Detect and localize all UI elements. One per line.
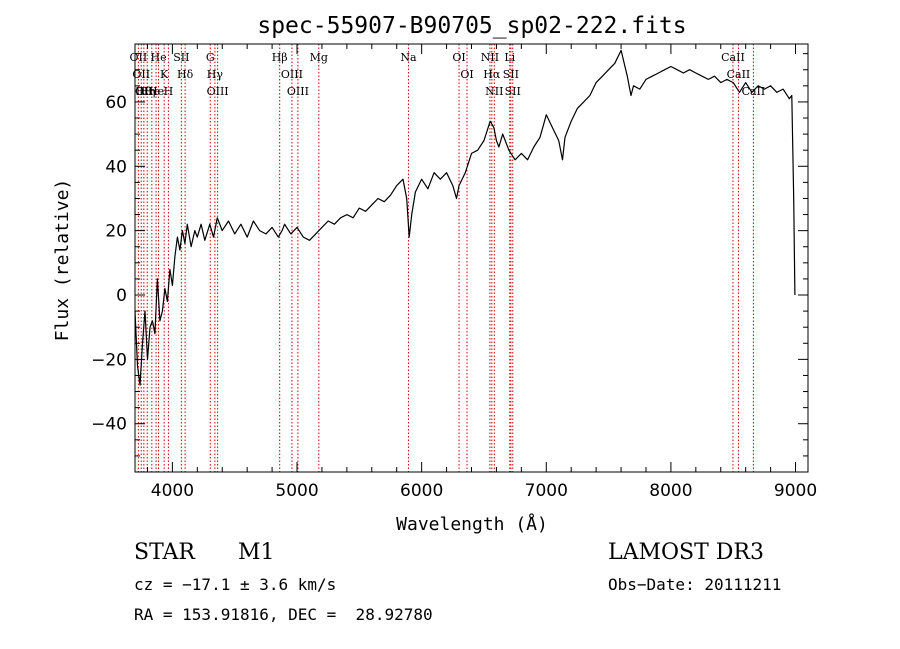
y-tick-label: 60	[105, 93, 127, 113]
line-label: Hα	[483, 68, 501, 81]
redshift-cz: cz = −17.1 ± 3.6 km/s	[134, 575, 337, 594]
spectrum-line	[134, 49, 796, 386]
line-label: OIII	[207, 85, 229, 98]
line-label: Hδ	[177, 68, 194, 81]
line-label: K	[160, 68, 169, 81]
x-tick-label: 8000	[649, 481, 692, 501]
line-label: Li	[504, 51, 515, 64]
observation-date: Obs−Date: 20111211	[608, 575, 782, 594]
line-label: OII	[132, 68, 150, 81]
x-axis-label: Wavelength (Å)	[396, 513, 548, 535]
axes: 4000 5000 6000 7000 8000 9000 −40 −20 0 20 40 60	[91, 43, 817, 501]
line-label: OI	[452, 51, 465, 64]
line-label: SII	[503, 68, 519, 81]
line-label: He	[148, 85, 164, 98]
line-label: Mg	[310, 51, 328, 64]
y-tick-label: −20	[91, 350, 127, 370]
spectrum-plot	[134, 49, 796, 386]
line-label: G	[206, 51, 215, 64]
y-tick-label: −40	[91, 415, 127, 435]
object-class: STAR	[134, 540, 195, 565]
line-label: SII	[173, 51, 189, 64]
line-label: Hη	[139, 85, 155, 98]
chart-title: spec-55907-B90705_sp02-222.fits	[257, 13, 686, 39]
x-tick-label: 6000	[400, 481, 443, 501]
line-label: OII	[130, 51, 148, 64]
line-label: Hθ	[136, 85, 153, 98]
x-tick-label: 7000	[525, 481, 568, 501]
line-label: NII	[485, 85, 503, 98]
line-label: CaII	[721, 51, 745, 64]
line-label: OII	[135, 85, 153, 98]
line-label: H	[164, 85, 174, 98]
y-axis-label: Flux (relative)	[52, 179, 73, 342]
y-tick-label: 0	[116, 286, 127, 306]
x-tick-label: 4000	[151, 481, 194, 501]
y-tick-label: 20	[105, 222, 127, 242]
plot-frame	[134, 43, 809, 473]
line-label: He	[144, 85, 160, 98]
line-label: CaII	[727, 68, 751, 81]
line-label: OIII	[281, 68, 303, 81]
survey-name: LAMOST DR3	[608, 540, 764, 565]
line-label: He	[151, 51, 167, 64]
line-label: Na	[400, 51, 417, 64]
line-label: SII	[505, 85, 521, 98]
line-label: OI	[460, 68, 473, 81]
line-label: OIII	[287, 85, 309, 98]
line-label: Hβ	[272, 51, 288, 64]
y-tick-label: 40	[105, 157, 127, 177]
coordinates: RA = 153.91816, DEC = 28.92780	[134, 605, 433, 624]
x-tick-label: 5000	[275, 481, 318, 501]
object-subclass: M1	[238, 540, 275, 565]
line-markers: OIIOIIHθOIIHηHeHeHeKHSIIHδGHγOIIIHβOIIIO…	[130, 44, 765, 472]
line-label: Hγ	[207, 68, 224, 81]
x-tick-label: 9000	[774, 481, 817, 501]
line-label: NII	[481, 51, 499, 64]
